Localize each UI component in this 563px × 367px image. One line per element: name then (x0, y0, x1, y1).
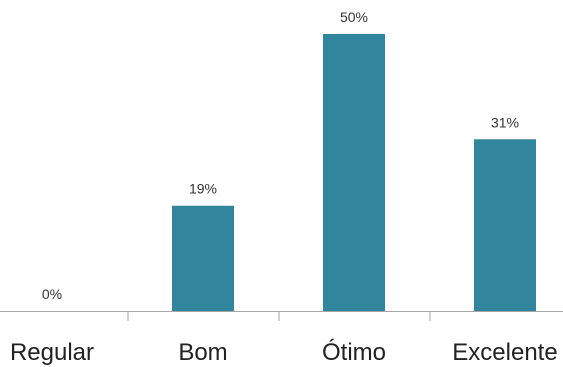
data-label-3: 31% (491, 114, 519, 130)
category-label-3: Excelente (452, 339, 557, 366)
data-label-2: 50% (340, 9, 368, 25)
category-label-1: Bom (178, 339, 227, 366)
x-axis-ticks (127, 311, 431, 321)
bar-1 (172, 205, 234, 311)
data-labels-group: 0% 19% 50% 31% (42, 9, 519, 302)
category-label-2: Ótimo (322, 339, 386, 366)
bar-3 (474, 139, 536, 311)
data-label-1: 19% (189, 181, 217, 197)
data-label-0: 0% (42, 286, 62, 302)
category-label-0: Regular (10, 339, 94, 366)
bar-2 (323, 34, 385, 311)
bars-group (172, 34, 536, 311)
category-labels-group: Regular Bom Ótimo Excelente (10, 339, 558, 366)
